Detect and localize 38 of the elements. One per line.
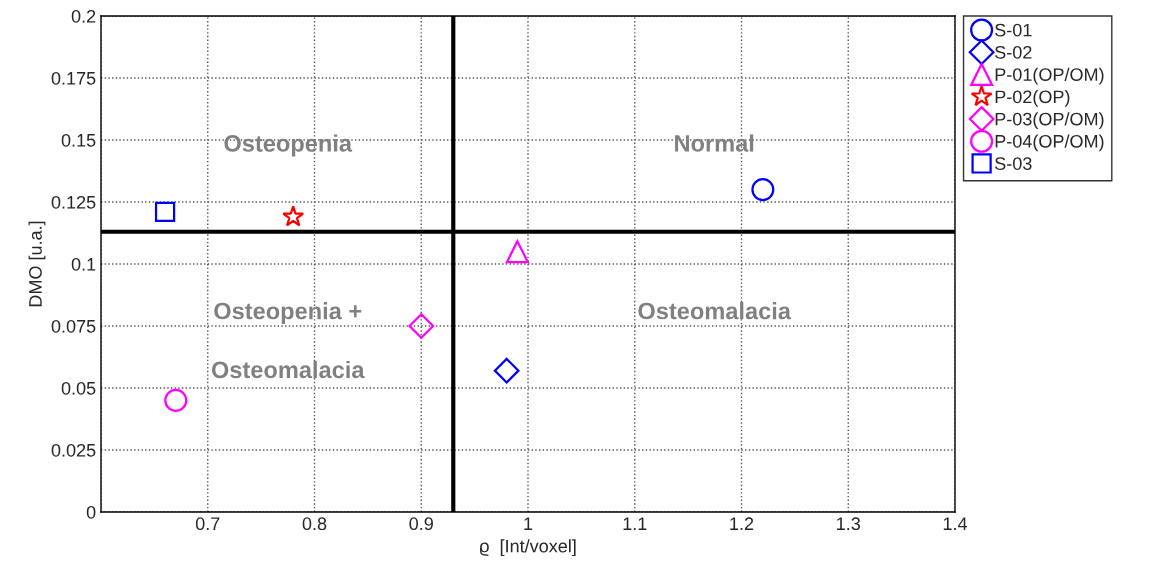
- x-tick-label: 1.4: [943, 517, 968, 530]
- legend-label: P-04(OP/OM): [995, 134, 1104, 152]
- y-axis-title: DMO [u.a.]: [28, 221, 46, 307]
- point: [164, 388, 188, 412]
- x-tick-label: 0.8: [302, 517, 327, 531]
- point: [408, 313, 435, 339]
- point: [751, 178, 775, 202]
- y-tick-label: 0.2: [71, 9, 96, 23]
- legend-label: P-02(OP): [995, 89, 1070, 107]
- point: [154, 201, 176, 223]
- legend-label: P-01(OP/OM): [995, 67, 1104, 85]
- x-tick-label: 1: [524, 517, 533, 530]
- x-tick-label: 0.7: [195, 517, 220, 531]
- y-tick-label: 0.075: [51, 319, 96, 333]
- point: [505, 240, 529, 264]
- x-tick-label: 1.3: [837, 517, 861, 531]
- annotation: Normal: [675, 134, 754, 152]
- y-tick-label: 0.025: [51, 443, 96, 457]
- y-tick-label: 0.125: [51, 195, 96, 209]
- annotation: Osteomalacia: [638, 302, 792, 320]
- y-tick-label: 0: [86, 505, 96, 519]
- annotation: Osteopenia +: [214, 302, 362, 325]
- legend-label: S-03: [995, 157, 1032, 170]
- y-tick-label: 0.05: [61, 381, 96, 395]
- annotation: Osteomalacia: [211, 360, 365, 379]
- annotation: Osteopenia: [224, 134, 353, 157]
- x-tick-label: 1.1: [623, 517, 647, 530]
- legend-label: S-02: [995, 45, 1032, 59]
- legend-label: S-01: [995, 23, 1032, 37]
- x-tick-label: 1.2: [730, 517, 754, 530]
- x-axis-title: ϱ [Int/voxel]: [480, 539, 576, 557]
- point: [493, 357, 520, 384]
- y-tick-label: 0.15: [61, 133, 96, 147]
- x-tick-label: 0.9: [409, 517, 433, 531]
- legend-label: P-03(OP/OM): [995, 112, 1104, 130]
- y-tick-label: 0.1: [71, 257, 96, 271]
- point: [282, 205, 305, 227]
- y-tick-label: 0.175: [51, 71, 96, 85]
